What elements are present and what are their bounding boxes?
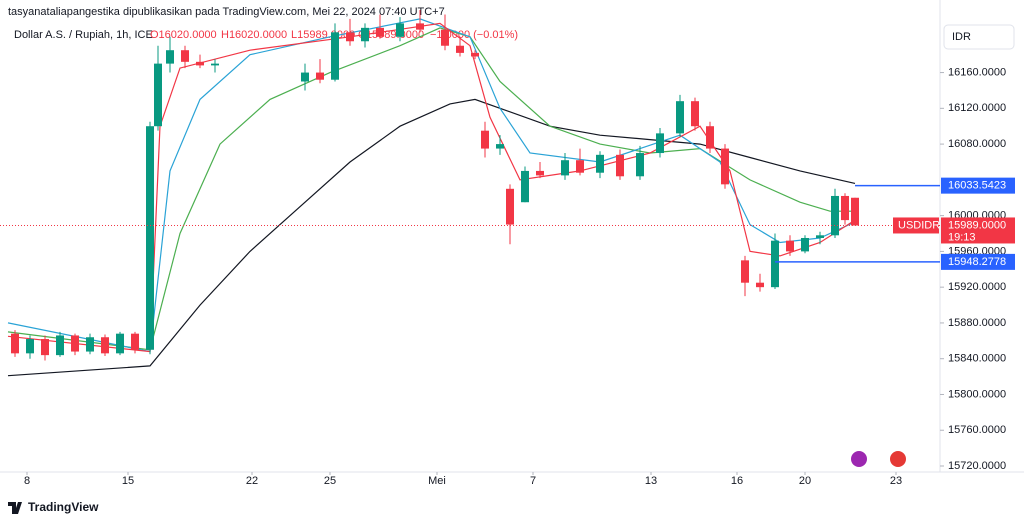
candle-body <box>154 63 162 127</box>
candle-body <box>346 32 354 42</box>
x-tick-label: 25 <box>324 475 336 487</box>
level-tag <box>941 253 1015 270</box>
candle-body <box>536 170 544 176</box>
footer: TradingView <box>8 500 99 514</box>
candle-body <box>316 72 324 80</box>
candle-body <box>596 154 604 173</box>
x-tick-label: 23 <box>890 475 902 487</box>
candle-body <box>181 50 189 62</box>
moving-average <box>7 98 856 377</box>
candle-body <box>691 101 699 127</box>
x-tick-label: 15 <box>122 475 134 487</box>
candle-body <box>741 260 749 283</box>
candle-body <box>481 130 489 149</box>
candle-body <box>841 195 849 221</box>
candle-body <box>166 50 174 64</box>
level-label: 15948.2778 <box>948 256 1006 268</box>
brand: TradingView <box>28 500 99 514</box>
candle-body <box>196 61 204 66</box>
moving-average <box>7 18 856 353</box>
candle-body <box>561 160 569 176</box>
countdown: 19:13 <box>948 231 976 243</box>
publisher: tasyanataliapangestika dipublikasikan pa… <box>8 6 445 18</box>
x-tick-label: 20 <box>799 475 811 487</box>
x-tick-label: 22 <box>246 475 258 487</box>
moving-average <box>7 22 856 353</box>
candle-body <box>831 195 839 236</box>
candle-body <box>471 52 479 57</box>
candle-body <box>116 333 124 354</box>
y-tick-label: 16080.0000 <box>948 138 1006 150</box>
candle-body <box>71 335 79 352</box>
logo <box>8 502 22 514</box>
candle-body <box>676 101 684 134</box>
candle-body <box>636 153 644 177</box>
symbol-name: USDIDR <box>898 219 940 231</box>
symbol-tag <box>893 217 939 234</box>
open: O16020.0000 <box>150 29 217 41</box>
y-tick-label: 15760.0000 <box>948 424 1006 436</box>
candle-body <box>851 197 859 226</box>
event-icon[interactable] <box>851 451 867 467</box>
candle-body <box>131 333 139 350</box>
x-tick-label: 7 <box>530 475 536 487</box>
y-tick-label: 15880.0000 <box>948 317 1006 329</box>
x-tick-label: 8 <box>24 475 30 487</box>
candle-body <box>801 237 809 252</box>
y-tick-label: 15840.0000 <box>948 353 1006 365</box>
candle-body <box>146 126 154 350</box>
candle-body <box>86 337 94 352</box>
candle-body <box>56 335 64 356</box>
candle-body <box>616 154 624 177</box>
candle-body <box>11 333 19 354</box>
high: H16020.0000 <box>221 29 287 41</box>
candle-body <box>441 29 449 46</box>
candle-body <box>496 144 504 149</box>
low: L15989.0000 <box>291 29 355 41</box>
candle-body <box>786 240 794 252</box>
y-tick-label: 16160.0000 <box>948 66 1006 78</box>
x-tick-label: 16 <box>731 475 743 487</box>
candle-body <box>211 63 219 66</box>
candle-body <box>331 32 339 80</box>
price-tag <box>941 217 1015 244</box>
level-tag <box>941 177 1015 194</box>
candle-body <box>376 27 384 37</box>
x-tick-label: Mei <box>428 475 446 487</box>
candle-body <box>301 72 309 82</box>
candle-body <box>521 170 529 203</box>
y-tick-label: 16120.0000 <box>948 102 1006 114</box>
currency-button[interactable] <box>943 24 1015 50</box>
candle-body <box>656 133 664 154</box>
close: C15989.0000 <box>358 29 424 41</box>
candle-body <box>416 23 424 30</box>
y-tick-label: 15720.0000 <box>948 460 1006 472</box>
candle-body <box>721 148 729 185</box>
candle-body <box>756 282 764 288</box>
candle-body <box>396 23 404 37</box>
level-label: 16033.5423 <box>948 180 1006 192</box>
candle-body <box>771 240 779 288</box>
y-tick-label: 15800.0000 <box>948 388 1006 400</box>
candle-body <box>101 337 109 354</box>
flag-icon[interactable] <box>890 451 906 467</box>
candle-body <box>361 27 369 42</box>
candle-body <box>576 160 584 173</box>
y-tick-label: 15920.0000 <box>948 281 1006 293</box>
candle-body <box>41 339 49 356</box>
plot <box>7 9 859 377</box>
price-label: 15989.0000 <box>948 219 1006 231</box>
candle-body <box>506 188 514 225</box>
candle-body <box>706 126 714 149</box>
candle-body <box>26 339 34 354</box>
x-tick-label: 13 <box>645 475 657 487</box>
moving-average <box>7 27 855 351</box>
candle-body <box>456 45 464 53</box>
symbol: Dollar A.S. / Rupiah, 1h, ICE <box>14 29 153 41</box>
currency[interactable]: IDR <box>952 31 971 43</box>
candle-body <box>816 235 824 238</box>
